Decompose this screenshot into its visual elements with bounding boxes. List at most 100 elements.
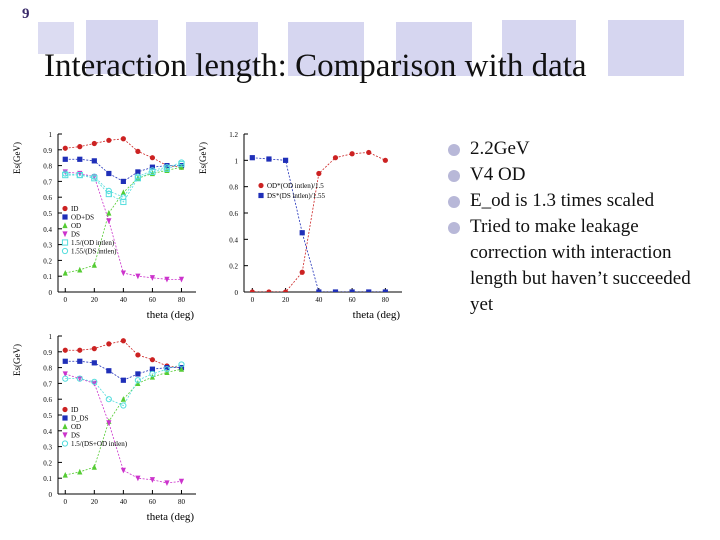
data-point [266, 156, 272, 162]
data-point [91, 464, 97, 470]
legend-label: DS [71, 231, 80, 239]
y-tick-label: 0.4 [229, 236, 238, 244]
data-point [135, 169, 141, 175]
y-tick-label: 0.7 [43, 380, 52, 388]
series-5 [62, 361, 185, 409]
series-line [65, 373, 182, 484]
bullet-text: E_od is 1.3 times scaled [470, 190, 655, 211]
data-point [299, 230, 305, 236]
y-axis-label: Es(GeV) [12, 142, 22, 174]
data-point [105, 190, 112, 198]
plot-area [249, 149, 388, 292]
y-tick-label: 0.6 [43, 194, 52, 202]
y-tick-label: 1.2 [229, 131, 238, 139]
data-point [299, 269, 305, 275]
data-point [282, 157, 289, 163]
data-point [106, 209, 112, 216]
data-point [149, 164, 156, 170]
x-tick-label: 20 [91, 296, 99, 304]
data-point [61, 440, 69, 447]
data-point [77, 468, 83, 475]
y-tick-label: 0.1 [43, 273, 52, 281]
data-point [382, 157, 388, 163]
data-point [106, 368, 112, 374]
x-tick-label: 40 [120, 498, 128, 506]
y-tick-label: 0 [49, 491, 53, 499]
y-tick-label: 0.5 [43, 412, 52, 420]
series-line [65, 340, 182, 368]
data-point [62, 423, 68, 430]
deco-square [396, 22, 472, 76]
y-axis-label: Es(GeV) [12, 344, 22, 376]
data-point [62, 375, 69, 382]
y-tick-label: 0.1 [43, 475, 52, 483]
data-point [178, 361, 185, 368]
data-point [332, 289, 339, 292]
data-point [62, 222, 68, 229]
data-point [120, 194, 127, 201]
data-point [249, 289, 255, 292]
data-point [62, 347, 68, 353]
data-point [135, 273, 141, 280]
data-point [62, 371, 68, 378]
data-point [62, 214, 68, 220]
data-point [316, 170, 322, 177]
x-tick-label: 60 [349, 296, 357, 304]
legend-label: DS*(DS intlen)/1.55 [267, 192, 325, 200]
data-point [62, 358, 68, 364]
data-point [134, 377, 141, 384]
legend-label: DS [71, 432, 80, 440]
bullet-item: Tried to make leakage correction with in… [448, 214, 718, 318]
data-point [91, 346, 97, 352]
data-point [62, 170, 69, 177]
deco-square [86, 20, 158, 74]
series-line [65, 364, 182, 407]
data-point [120, 338, 126, 344]
data-point [258, 182, 264, 189]
data-point [62, 471, 68, 478]
data-point [120, 396, 126, 402]
y-tick-label: 1 [235, 157, 239, 165]
data-point [77, 347, 83, 353]
deco-square [502, 20, 576, 76]
data-point [164, 163, 170, 169]
legend-label: OD+DS [71, 214, 94, 222]
data-point [120, 270, 126, 277]
data-point [382, 289, 388, 292]
y-tick-label: 0.9 [43, 349, 52, 357]
data-point [62, 269, 68, 276]
data-point [149, 477, 156, 483]
deco-square [186, 22, 258, 76]
data-point [178, 159, 185, 166]
data-point [316, 289, 322, 292]
series-2 [249, 155, 388, 292]
data-point [61, 247, 69, 255]
data-point [62, 406, 68, 413]
data-point [76, 375, 83, 382]
series-2 [62, 358, 185, 383]
slide-title: Interaction length: Comparison with data [44, 48, 587, 84]
data-point [120, 189, 126, 196]
x-tick-label: 0 [64, 498, 68, 506]
data-point [76, 171, 83, 179]
data-point [62, 205, 68, 212]
series-4 [62, 371, 185, 487]
legend-label: 1.55/(DS intlen) [71, 248, 117, 256]
legend-label: D_DS [71, 415, 89, 423]
x-axis-label: theta (deg) [147, 511, 195, 523]
data-point [258, 192, 264, 199]
data-point [62, 231, 68, 238]
deco-square [288, 22, 364, 76]
deco-square [38, 22, 74, 54]
y-tick-label: 0.6 [43, 396, 52, 404]
x-tick-label: 20 [282, 296, 290, 304]
legend-label: OD [71, 222, 81, 230]
data-point [62, 415, 68, 421]
data-point [149, 275, 156, 281]
data-point [135, 475, 141, 482]
data-point [178, 478, 185, 485]
x-tick-label: 80 [178, 498, 186, 506]
y-tick-label: 0.5 [43, 210, 52, 218]
data-point [149, 366, 156, 372]
